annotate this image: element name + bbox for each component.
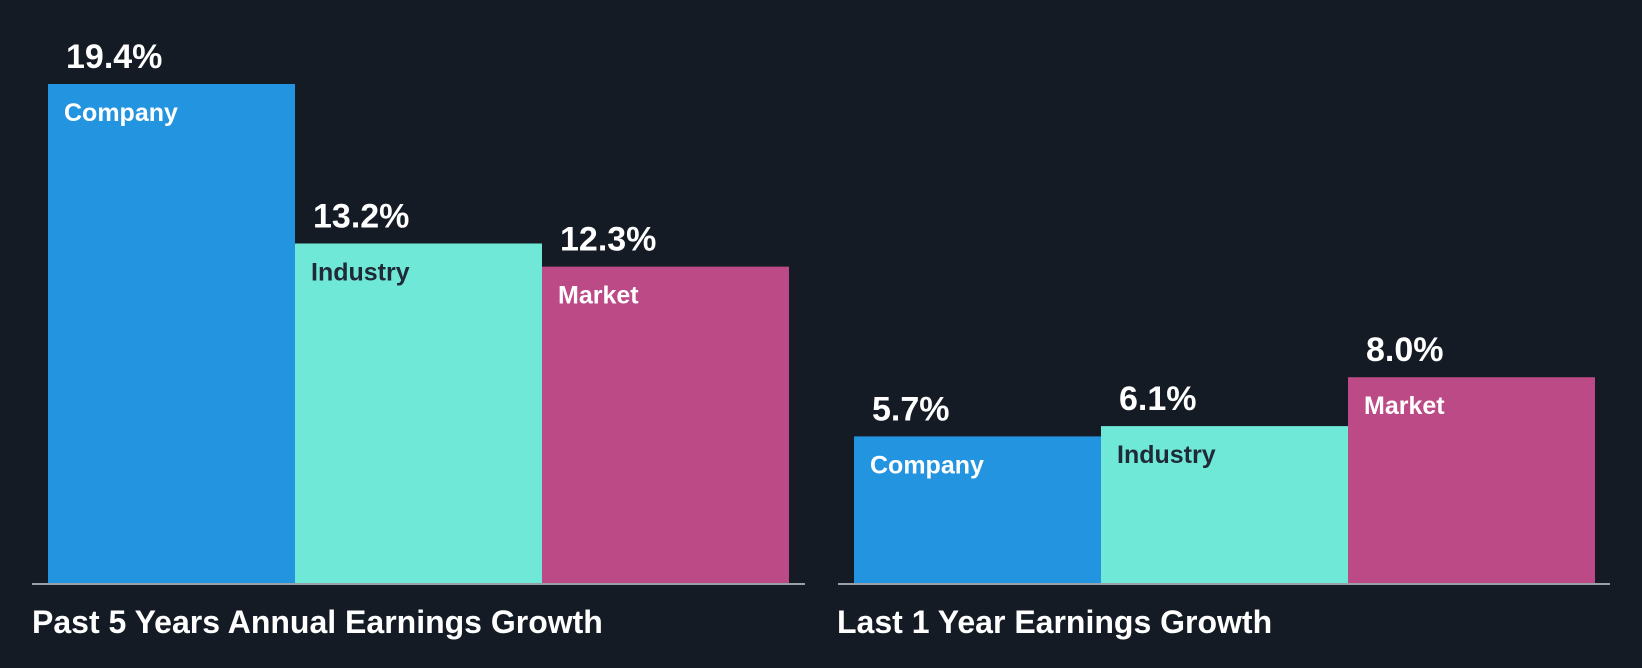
value-label-industry-0: 13.2% <box>313 197 409 235</box>
bar-market-0 <box>542 266 789 583</box>
category-label-industry-0: Industry <box>311 258 410 286</box>
value-label-industry-1: 6.1% <box>1119 380 1197 418</box>
bar-company-1 <box>854 436 1101 583</box>
bar-company-0 <box>48 84 295 583</box>
panel-title-past-5-years: Past 5 Years Annual Earnings Growth <box>32 604 603 640</box>
category-label-market-1: Market <box>1364 392 1445 420</box>
value-label-market-0: 12.3% <box>560 221 656 259</box>
category-label-company-1: Company <box>870 451 984 479</box>
bar-industry-1 <box>1101 426 1348 583</box>
category-label-market-0: Market <box>558 282 639 310</box>
bar-industry-0 <box>295 243 542 583</box>
value-label-market-1: 8.0% <box>1366 331 1444 369</box>
value-label-company-1: 5.7% <box>872 390 950 428</box>
category-label-industry-1: Industry <box>1117 441 1216 469</box>
category-label-company-0: Company <box>64 99 178 127</box>
value-label-company-0: 19.4% <box>66 38 162 76</box>
bar-market-1 <box>1348 377 1595 583</box>
panel-title-last-1-year: Last 1 Year Earnings Growth <box>837 604 1273 640</box>
